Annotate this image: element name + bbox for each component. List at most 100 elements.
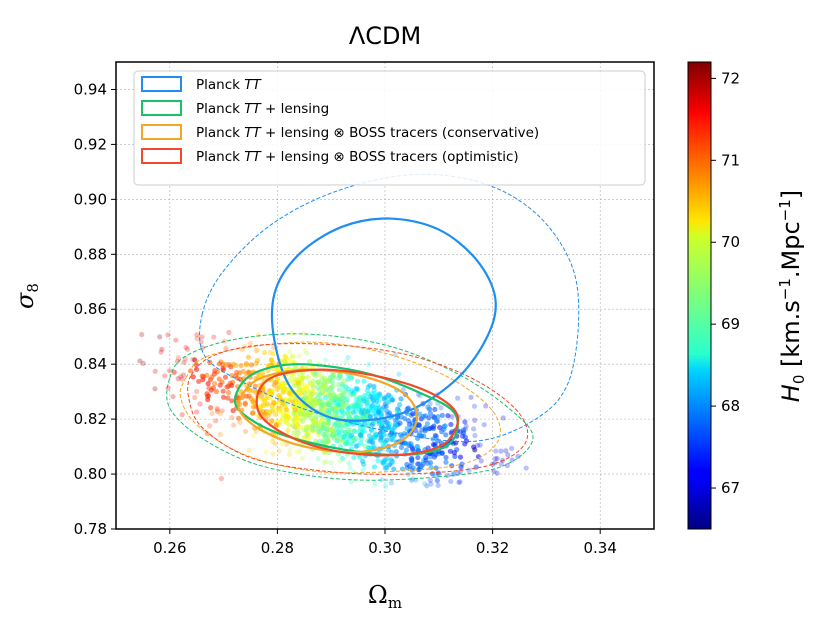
- sample-point: [314, 379, 320, 385]
- sample-point: [407, 463, 413, 470]
- sample-point: [286, 357, 292, 364]
- sample-point: [398, 444, 404, 451]
- sample-point: [415, 444, 421, 450]
- sample-point: [174, 358, 181, 364]
- y-axis-label-symbol: σ: [11, 292, 39, 309]
- sample-point: [217, 382, 223, 388]
- sample-point: [400, 386, 406, 393]
- sample-point: [382, 465, 388, 471]
- sample-point: [355, 414, 361, 421]
- sample-point: [139, 331, 145, 338]
- sample-point: [451, 450, 458, 456]
- sample-point: [437, 424, 443, 431]
- sample-point: [300, 403, 306, 409]
- sample-point: [367, 413, 373, 420]
- sample-point: [248, 362, 255, 368]
- legend-label-part: Planck: [196, 101, 244, 117]
- sample-point: [223, 345, 229, 351]
- sample-point: [321, 439, 327, 446]
- sample-point: [292, 376, 298, 383]
- sample-point: [316, 387, 323, 393]
- sample-point: [431, 454, 437, 460]
- sample-point: [197, 401, 203, 407]
- sample-point: [229, 382, 235, 389]
- sample-point: [228, 364, 234, 370]
- sample-point: [384, 408, 390, 414]
- sample-point: [192, 394, 198, 401]
- sample-point: [208, 405, 214, 411]
- sample-point: [491, 468, 497, 475]
- sample-point: [427, 410, 433, 416]
- sample-point: [178, 374, 184, 380]
- sample-point: [472, 447, 478, 453]
- sample-point: [321, 421, 327, 427]
- sample-point: [256, 332, 262, 338]
- sample-point: [276, 408, 282, 414]
- sample-point: [157, 334, 163, 340]
- sample-point: [325, 377, 331, 383]
- sample-point: [321, 459, 327, 465]
- sample-point: [388, 432, 394, 438]
- sample-point: [362, 443, 368, 449]
- colorbar-tick-label: 68: [721, 397, 740, 415]
- sample-point: [447, 448, 453, 454]
- sample-point: [218, 475, 224, 482]
- sample-point: [281, 413, 288, 419]
- legend-label-part: Planck: [196, 77, 244, 93]
- sample-point: [358, 432, 364, 438]
- sample-point: [354, 378, 361, 384]
- sample-point: [404, 425, 410, 432]
- sample-point: [463, 423, 469, 429]
- sample-point: [238, 363, 244, 369]
- sample-point: [170, 393, 176, 400]
- sample-point: [316, 429, 323, 435]
- sample-point: [313, 413, 319, 419]
- sample-point: [422, 413, 429, 419]
- sample-point: [292, 407, 298, 413]
- sample-point: [299, 455, 306, 461]
- sample-point: [280, 400, 287, 406]
- sample-point: [222, 374, 229, 380]
- sample-point: [371, 464, 378, 470]
- sample-point: [378, 435, 384, 441]
- sample-point: [317, 392, 323, 398]
- sample-point: [422, 428, 428, 434]
- legend-label: Planck TT: [196, 77, 263, 93]
- sample-point: [372, 431, 378, 437]
- sample-point: [359, 458, 366, 464]
- sample-point: [243, 362, 250, 368]
- sample-point: [287, 348, 293, 355]
- sample-point: [399, 466, 406, 472]
- sample-point: [319, 376, 325, 382]
- sample-point: [269, 404, 276, 410]
- sample-point: [225, 395, 231, 401]
- sample-point: [384, 419, 390, 425]
- sample-point: [331, 407, 337, 414]
- sample-point: [250, 399, 256, 405]
- sample-point: [472, 432, 478, 439]
- x-tick-label: 0.26: [153, 539, 186, 557]
- sample-point: [343, 359, 349, 365]
- sample-point: [276, 448, 282, 454]
- sample-point: [310, 384, 317, 390]
- sample-point: [348, 432, 355, 438]
- sample-point: [275, 366, 282, 373]
- x-axis: 0.26 0.28 0.30 0.32 0.34: [153, 529, 617, 557]
- sample-point: [295, 430, 301, 436]
- sample-point: [297, 388, 303, 394]
- sample-point: [152, 386, 158, 392]
- sample-point: [323, 459, 329, 465]
- sample-point: [415, 435, 421, 442]
- sample-point: [389, 449, 395, 455]
- sample-point: [270, 451, 276, 457]
- sample-point: [294, 417, 300, 423]
- sample-point: [290, 399, 296, 405]
- sample-point: [442, 423, 448, 429]
- sample-point: [263, 449, 269, 455]
- sample-point: [383, 483, 389, 489]
- sample-point: [336, 375, 342, 381]
- sample-point: [304, 350, 310, 356]
- sample-point: [206, 385, 212, 391]
- legend-label-part: + lensing ⊗ BOSS tracers (optimistic): [261, 149, 519, 165]
- sample-point: [493, 448, 499, 454]
